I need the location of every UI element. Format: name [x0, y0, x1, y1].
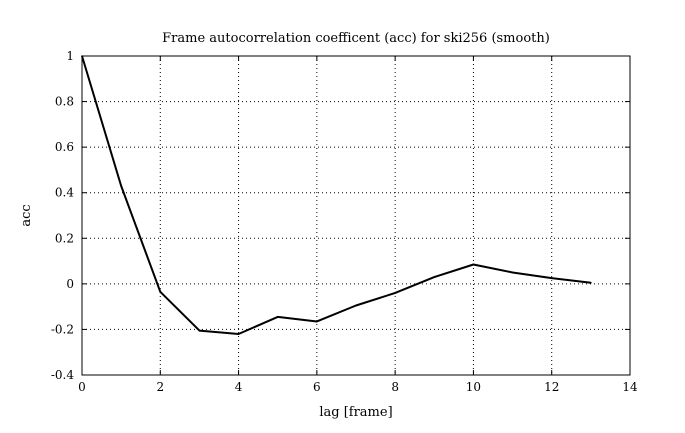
x-tick-label: 14 [622, 380, 638, 394]
x-tick-label: 0 [78, 380, 86, 394]
data-point [316, 320, 318, 323]
y-tick-label: 0 [66, 277, 74, 291]
data-point [198, 329, 201, 332]
x-tick-label: 4 [235, 380, 243, 394]
grid-lines [82, 56, 630, 375]
y-tick-label: 0.2 [55, 231, 74, 245]
series-line [81, 55, 591, 335]
data-point [237, 333, 240, 335]
plot-area-frame [81, 55, 631, 376]
data-point [511, 271, 514, 274]
x-tick-label: 6 [313, 380, 321, 394]
y-tick-label: 1 [66, 49, 74, 63]
y-axis-ticks: 1 0.8 0.6 0.4 0.2 0 -0.2 -0.4 [51, 49, 630, 382]
data-point [394, 292, 396, 294]
x-tick-label: 8 [391, 380, 399, 394]
y-tick-label: 0.8 [55, 95, 74, 109]
data-point [276, 316, 279, 318]
y-tick-label: 0.6 [55, 140, 74, 154]
data-point [472, 263, 475, 266]
data-point [81, 55, 83, 57]
x-tick-label: 2 [156, 380, 164, 394]
x-axis-ticks: 0 2 4 6 8 10 12 14 [78, 56, 638, 394]
chart-title: Frame autocorrelation coefficent (acc) f… [162, 31, 550, 46]
x-tick-label: 12 [544, 380, 559, 394]
y-tick-label: -0.4 [51, 368, 75, 382]
y-tick-label: 0.4 [55, 186, 74, 200]
x-tick-label: 10 [466, 380, 481, 394]
x-axis-label: lag [frame] [319, 405, 392, 420]
data-point [550, 277, 553, 279]
y-axis-label: acc [19, 204, 34, 226]
data-point [590, 281, 592, 284]
data-point [159, 291, 162, 293]
y-tick-label: -0.2 [51, 322, 74, 336]
data-point [433, 276, 436, 278]
data-point [355, 304, 357, 307]
series-group [81, 55, 592, 335]
data-point [120, 185, 122, 187]
